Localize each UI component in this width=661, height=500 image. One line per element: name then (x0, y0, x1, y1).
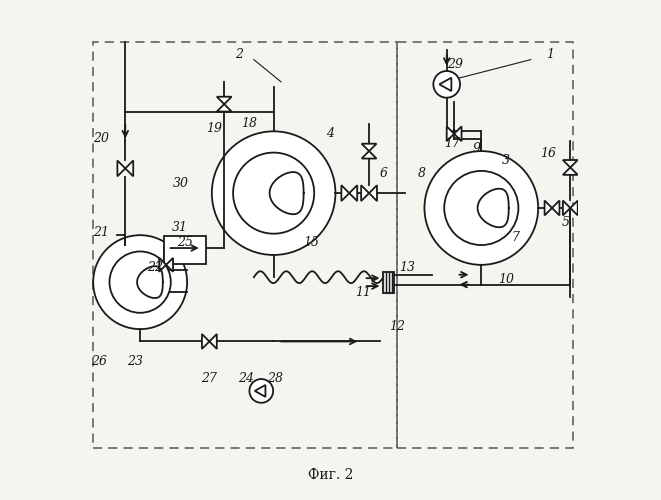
Text: 28: 28 (267, 372, 283, 385)
Text: 7: 7 (512, 231, 520, 244)
Polygon shape (570, 200, 578, 216)
Polygon shape (440, 78, 451, 91)
Polygon shape (217, 96, 231, 104)
Text: 2: 2 (235, 48, 243, 61)
Text: 19: 19 (206, 122, 222, 136)
Text: 9: 9 (473, 142, 481, 155)
Circle shape (249, 379, 273, 403)
Polygon shape (362, 144, 377, 151)
Text: 16: 16 (540, 147, 556, 160)
Polygon shape (210, 334, 217, 349)
Polygon shape (217, 104, 231, 112)
Circle shape (212, 132, 335, 255)
Text: 21: 21 (93, 226, 108, 239)
Polygon shape (254, 385, 266, 397)
Polygon shape (563, 160, 578, 168)
Text: 29: 29 (447, 58, 463, 71)
Text: 3: 3 (502, 154, 510, 168)
Text: 31: 31 (172, 221, 188, 234)
Polygon shape (454, 126, 461, 141)
Text: 20: 20 (93, 132, 108, 145)
Circle shape (434, 71, 460, 98)
Text: 4: 4 (327, 128, 334, 140)
Text: 18: 18 (241, 118, 257, 130)
Text: Фиг. 2: Фиг. 2 (308, 468, 353, 482)
Text: 25: 25 (176, 236, 192, 249)
Bar (397, 42, 573, 448)
Circle shape (93, 235, 187, 329)
Polygon shape (545, 200, 552, 216)
Text: 8: 8 (418, 167, 426, 180)
Bar (383, 272, 394, 292)
Polygon shape (563, 200, 570, 216)
Text: 30: 30 (173, 177, 189, 190)
Text: 12: 12 (389, 320, 405, 333)
Circle shape (110, 252, 171, 313)
Text: 17: 17 (444, 137, 459, 150)
Polygon shape (361, 185, 369, 201)
Polygon shape (552, 200, 559, 216)
Text: 15: 15 (303, 236, 319, 249)
Polygon shape (166, 258, 173, 272)
Circle shape (233, 152, 314, 234)
Polygon shape (369, 185, 377, 201)
Polygon shape (341, 185, 349, 201)
Polygon shape (362, 151, 377, 158)
Text: 1: 1 (547, 48, 555, 61)
Polygon shape (126, 160, 134, 176)
Text: 11: 11 (355, 286, 371, 298)
Text: 22: 22 (147, 261, 163, 274)
Polygon shape (202, 334, 210, 349)
Circle shape (444, 171, 518, 245)
Text: 24: 24 (239, 372, 254, 385)
Text: 26: 26 (91, 355, 107, 368)
Polygon shape (447, 126, 454, 141)
Circle shape (424, 151, 538, 265)
Text: 13: 13 (399, 261, 415, 274)
Text: 10: 10 (498, 273, 514, 286)
Bar (164, 236, 206, 264)
Polygon shape (349, 185, 357, 201)
Text: 5: 5 (561, 216, 569, 230)
Text: 27: 27 (202, 372, 217, 385)
Bar (93, 42, 397, 448)
Text: 23: 23 (127, 355, 143, 368)
Text: 6: 6 (380, 167, 388, 180)
Polygon shape (118, 160, 126, 176)
Polygon shape (159, 258, 166, 272)
Polygon shape (563, 168, 578, 175)
